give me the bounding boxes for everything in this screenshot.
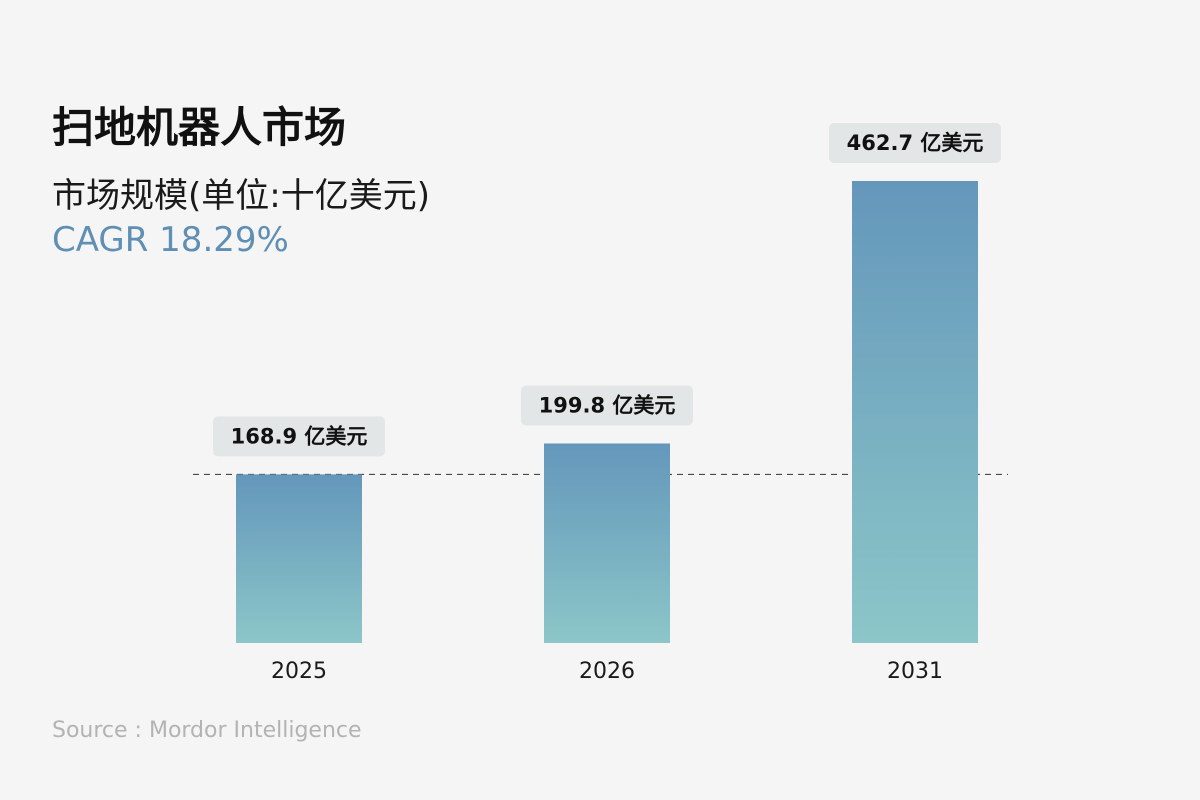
data-label-2026: 199.8 亿美元 <box>539 394 676 418</box>
data-label-2025: 168.9 亿美元 <box>231 424 368 448</box>
x-tick-label-2025: 2025 <box>271 659 327 684</box>
x-tick-label-2026: 2026 <box>579 659 635 684</box>
source-note: Source : Mordor Intelligence <box>52 718 362 743</box>
bar-2026 <box>544 443 670 643</box>
cagr-label: CAGR 18.29% <box>52 220 289 260</box>
x-tick-label-2031: 2031 <box>887 659 943 684</box>
chart-subtitle: 市场规模(单位:十亿美元) <box>52 176 430 216</box>
bar-2031 <box>852 181 978 643</box>
data-label-box-2031 <box>829 123 1001 163</box>
bar-2025 <box>236 474 362 643</box>
chart-title: 扫地机器人市场 <box>52 103 347 152</box>
data-label-box-2026 <box>521 385 693 426</box>
data-label-2031: 462.7 亿美元 <box>847 131 984 155</box>
data-label-box-2025 <box>213 416 385 457</box>
